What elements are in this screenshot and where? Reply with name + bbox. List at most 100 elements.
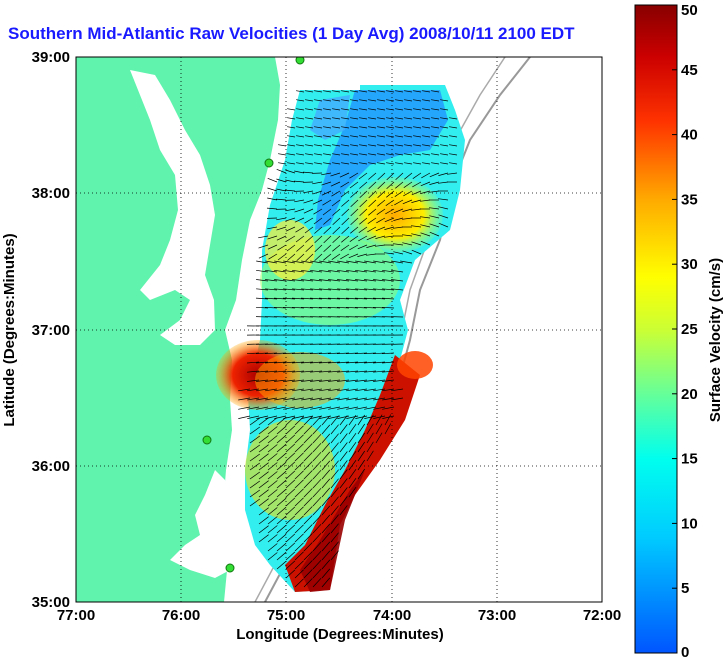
velocity-arrow <box>278 162 287 165</box>
velocity-arrow <box>373 370 386 373</box>
velocity-arrow <box>296 144 305 147</box>
velocity-arrow <box>337 370 350 373</box>
velocity-arrow <box>376 217 386 224</box>
pamlico-sound <box>170 470 235 578</box>
station-marker <box>264 158 274 168</box>
velocity-arrow <box>384 423 392 435</box>
velocity-arrow <box>323 235 332 244</box>
south-yellow <box>245 420 335 520</box>
grid-lines <box>76 57 602 602</box>
velocity-arrow <box>332 99 341 102</box>
velocity-arrow <box>321 469 331 480</box>
velocity-arrow <box>354 352 368 355</box>
velocity-arrow <box>429 223 440 228</box>
velocity-arrow <box>276 217 287 221</box>
velocity-arrow <box>363 361 377 364</box>
velocity-arrow <box>274 269 287 273</box>
velocity-arrow <box>346 379 359 382</box>
velocity-arrow <box>283 388 296 392</box>
velocity-arrow <box>314 226 323 234</box>
velocity-arrow <box>328 388 341 392</box>
velocity-arrow <box>339 451 348 462</box>
velocity-arrow <box>359 199 368 208</box>
velocity-arrow <box>386 181 395 189</box>
velocity-arrow <box>422 135 431 138</box>
y-tick-label: 38:00 <box>32 185 70 202</box>
velocity-arrow <box>249 489 261 498</box>
velocity-arrow <box>285 560 296 570</box>
velocity-arrow <box>249 435 261 444</box>
velocity-arrow <box>431 99 440 102</box>
velocity-arrow <box>357 459 365 471</box>
velocity-arrow <box>348 477 357 489</box>
velocity-arrow <box>258 507 269 516</box>
velocity-arrow <box>337 269 350 273</box>
velocity-arrow <box>348 423 357 435</box>
velocity-arrow <box>321 460 331 471</box>
velocity-arrow <box>294 497 304 507</box>
velocity-arrow <box>440 162 449 165</box>
velocity-arrow <box>256 406 269 410</box>
low-velocity-region-2 <box>310 95 350 140</box>
velocity-arrow <box>330 532 339 543</box>
colorbar-tick-label: 45 <box>681 62 698 79</box>
velocity-arrow <box>264 352 278 355</box>
colorbar-tick-label: 15 <box>681 451 698 468</box>
velocity-arrow <box>267 226 278 230</box>
station-marker <box>225 563 235 573</box>
velocity-arrow <box>422 99 431 102</box>
velocity-arrow <box>249 444 261 453</box>
velocity-arrow <box>413 108 422 111</box>
velocity-arrow <box>385 208 395 215</box>
velocity-arrow <box>283 406 296 410</box>
velocity-arrow <box>310 415 323 419</box>
velocity-arrow <box>305 126 314 129</box>
velocity-arrow <box>440 153 449 156</box>
velocity-arrow <box>303 190 314 194</box>
velocity-arrow <box>449 126 458 129</box>
velocity-arrow <box>393 243 404 246</box>
velocity-arrow <box>385 199 395 206</box>
velocity-arrow <box>321 487 331 498</box>
velocity-arrow <box>282 352 296 355</box>
velocity-arrow <box>381 306 395 309</box>
velocity-arrow <box>267 435 278 444</box>
velocity-arrow <box>411 241 422 246</box>
velocity-arrow <box>348 414 357 426</box>
velocity-arrow <box>238 415 251 419</box>
velocity-arrow <box>429 190 440 193</box>
velocity-arrow <box>303 551 313 561</box>
velocity-arrow <box>303 533 313 543</box>
velocity-arrow <box>391 260 404 264</box>
colorbar-tick-label: 30 <box>681 256 698 273</box>
velocity-arrow <box>275 198 287 201</box>
velocity-arrow <box>384 226 395 230</box>
velocity-arrow <box>301 397 314 401</box>
velocity-arrow <box>318 352 332 355</box>
velocity-arrow <box>267 516 278 525</box>
velocity-arrow <box>350 135 359 138</box>
velocity-arrow <box>276 425 287 435</box>
velocity-arrow <box>312 487 322 498</box>
velocity-arrow <box>321 514 331 525</box>
velocity-arrow <box>449 144 458 147</box>
velocity-arrow <box>382 415 395 419</box>
velocity-arrow <box>413 153 422 156</box>
velocity-arrow <box>363 297 377 300</box>
velocity-arrow <box>276 551 287 561</box>
velocity-arrow <box>355 415 368 419</box>
velocity-arrow <box>310 269 323 273</box>
velocity-arrow <box>285 425 296 435</box>
velocity-arrow <box>386 144 395 147</box>
velocity-arrow <box>367 217 377 224</box>
velocity-arrow <box>395 172 404 180</box>
colorbar-tick-label: 0 <box>681 644 689 659</box>
velocity-arrow <box>294 560 304 570</box>
velocity-arrow <box>364 397 377 401</box>
velocity-arrow <box>330 505 339 516</box>
velocity-arrow <box>321 523 331 534</box>
velocity-arrow <box>357 414 365 426</box>
velocity-arrow <box>303 199 314 204</box>
velocity-arrow <box>305 108 314 111</box>
velocity-arrow <box>339 442 348 453</box>
